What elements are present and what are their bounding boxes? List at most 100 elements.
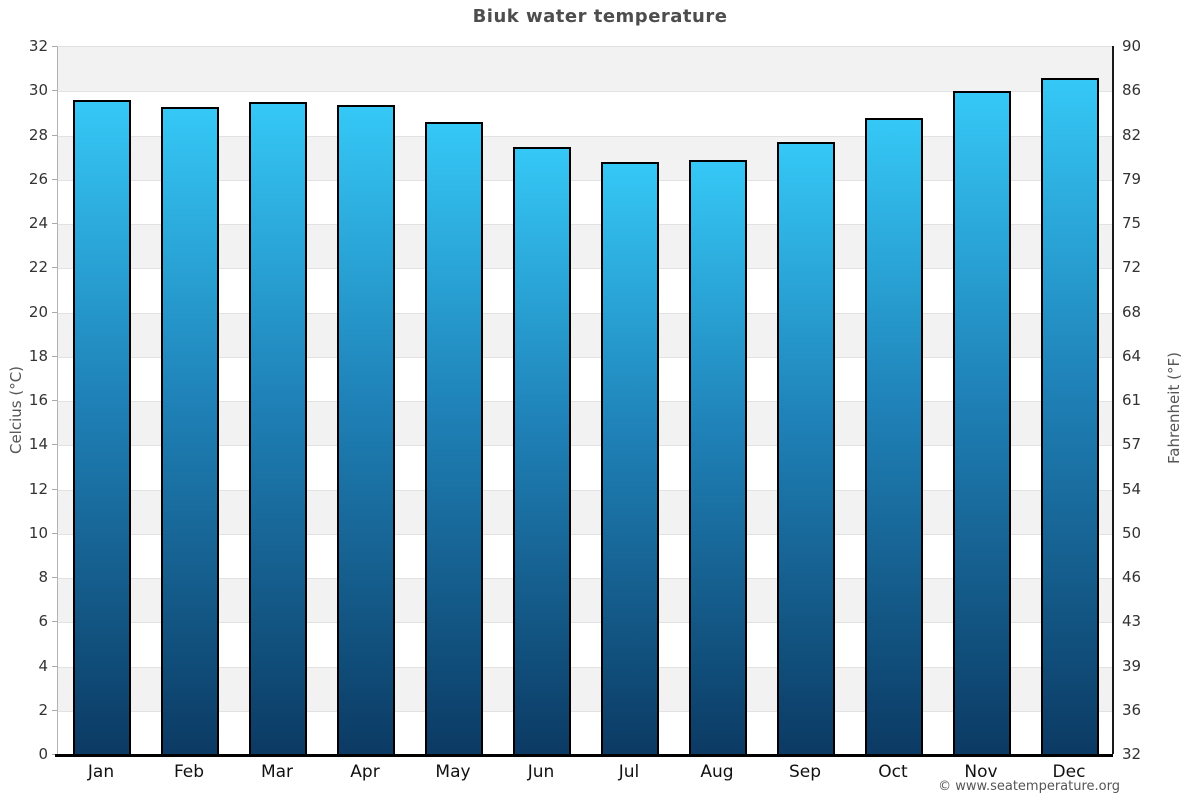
tick-mark <box>52 46 57 47</box>
fahrenheit-tick: 43 <box>1122 612 1142 631</box>
tick-mark <box>52 90 57 92</box>
fahrenheit-tick: 90 <box>1122 37 1142 55</box>
grid-band <box>58 312 1114 357</box>
right-axis-line <box>1112 46 1114 754</box>
grid-band <box>58 224 1114 269</box>
fahrenheit-tick: 46 <box>1122 568 1142 586</box>
gridline <box>58 312 1114 314</box>
tick-mark <box>52 311 57 313</box>
fahrenheit-tick: 86 <box>1122 81 1142 100</box>
grid-band <box>58 489 1114 534</box>
celsius-tick: 10 <box>28 523 48 542</box>
tick-mark <box>52 754 57 755</box>
bar-may <box>425 122 483 755</box>
fahrenheit-tick: 57 <box>1122 435 1142 454</box>
gridline <box>58 268 1114 270</box>
chart-title: Biuk water temperature <box>472 6 728 27</box>
celsius-tick: 24 <box>28 214 48 232</box>
gridline <box>58 224 1114 225</box>
gridline <box>58 578 1114 579</box>
fahrenheit-tick: 36 <box>1122 700 1142 719</box>
tick-mark <box>52 400 57 401</box>
fahrenheit-tick: 72 <box>1122 258 1142 277</box>
grid-band <box>58 91 1114 136</box>
footer-credit: © www.seatemperature.org <box>938 779 1120 794</box>
month-label-feb: Feb <box>173 762 205 782</box>
bar-apr <box>337 104 395 755</box>
month-label-jan: Jan <box>87 762 115 782</box>
fahrenheit-tick: 32 <box>1122 745 1142 763</box>
month-label-dec: Dec <box>1052 762 1086 782</box>
month-label-may: May <box>435 762 471 782</box>
month-label-oct: Oct <box>878 762 908 782</box>
tick-mark <box>52 444 57 446</box>
x-axis-line <box>55 754 1113 757</box>
bar-sep <box>777 142 835 755</box>
celsius-tick: 16 <box>28 391 48 409</box>
bar-jun <box>513 146 571 755</box>
grid-band <box>58 47 1114 92</box>
gridline <box>58 135 1114 137</box>
gridline <box>58 179 1114 181</box>
grid-band <box>58 622 1114 667</box>
tick-mark <box>52 577 57 578</box>
gridline <box>58 91 1114 93</box>
tick-mark <box>52 223 57 224</box>
fahrenheit-tick: 82 <box>1122 125 1142 144</box>
month-label-jun: Jun <box>527 762 555 782</box>
celsius-tick: 18 <box>28 346 48 365</box>
month-label-jul: Jul <box>618 762 640 782</box>
celsius-tick: 30 <box>28 81 48 100</box>
gridline <box>58 666 1114 668</box>
grid-band <box>58 268 1114 313</box>
bar-oct <box>865 117 923 755</box>
bar-jul <box>601 162 659 755</box>
plot-area <box>57 46 1114 755</box>
bar-aug <box>689 159 747 755</box>
bar-feb <box>161 106 219 755</box>
fahrenheit-tick: 39 <box>1122 656 1142 675</box>
tick-mark <box>52 134 57 136</box>
tick-mark <box>52 665 57 667</box>
gridline <box>58 401 1114 402</box>
tick-mark <box>52 488 57 490</box>
celsius-tick: 12 <box>28 479 48 498</box>
fahrenheit-tick: 68 <box>1122 302 1142 321</box>
fahrenheit-tick: 75 <box>1122 214 1142 232</box>
bar-mar <box>249 102 307 755</box>
bar-dec <box>1041 77 1099 755</box>
tick-mark <box>52 532 57 534</box>
celsius-tick: 32 <box>28 37 48 55</box>
grid-band <box>58 356 1114 401</box>
gridline <box>58 622 1114 624</box>
celsius-tick: 6 <box>38 612 48 631</box>
celsius-tick: 22 <box>28 258 48 277</box>
grid-band <box>58 533 1114 578</box>
month-label-apr: Apr <box>350 762 380 782</box>
tick-mark <box>52 709 57 711</box>
month-label-aug: Aug <box>700 762 734 782</box>
grid-band <box>58 135 1114 180</box>
celsius-tick: 8 <box>38 568 48 586</box>
fahrenheit-tick: 50 <box>1122 523 1142 542</box>
celsius-tick: 0 <box>38 745 48 763</box>
gridline <box>58 489 1114 491</box>
fahrenheit-axis-title: Fahrenheit (°F) <box>1165 352 1183 464</box>
tick-mark <box>52 355 57 357</box>
gridline <box>58 710 1114 712</box>
celsius-tick: 28 <box>28 125 48 144</box>
tick-mark <box>52 621 57 623</box>
month-label-nov: Nov <box>964 762 998 782</box>
celsius-tick: 14 <box>28 435 48 454</box>
grid-band <box>58 578 1114 623</box>
grid-band <box>58 666 1114 711</box>
celsius-tick: 20 <box>28 302 48 321</box>
month-label-sep: Sep <box>788 762 822 782</box>
grid-band <box>58 710 1114 755</box>
bar-nov <box>953 91 1011 755</box>
grid-band <box>58 445 1114 490</box>
tick-mark <box>52 267 57 269</box>
grid-band <box>58 179 1114 224</box>
gridline <box>58 445 1114 447</box>
